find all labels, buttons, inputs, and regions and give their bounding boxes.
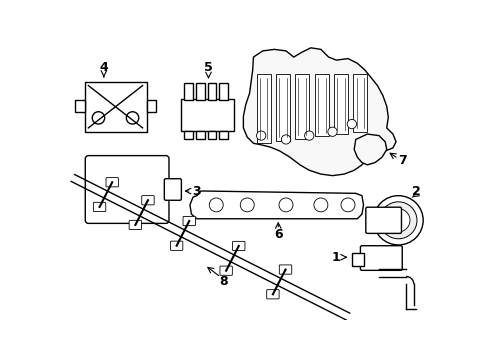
FancyBboxPatch shape [233, 241, 245, 251]
Circle shape [347, 120, 357, 129]
Circle shape [281, 135, 291, 144]
FancyBboxPatch shape [106, 177, 119, 187]
Bar [75, 100, 84, 112]
Circle shape [209, 198, 223, 212]
Bar [181, 99, 234, 131]
Text: 8: 8 [220, 275, 228, 288]
FancyBboxPatch shape [267, 290, 279, 299]
Circle shape [373, 195, 423, 245]
Text: 4: 4 [99, 61, 108, 74]
FancyBboxPatch shape [361, 246, 402, 270]
Bar [196, 83, 205, 100]
Bar [184, 131, 193, 139]
Polygon shape [190, 191, 364, 219]
Bar [352, 253, 364, 266]
Text: 7: 7 [398, 154, 407, 167]
Circle shape [387, 209, 410, 232]
Bar [220, 131, 228, 139]
FancyBboxPatch shape [142, 195, 154, 205]
FancyBboxPatch shape [366, 207, 401, 233]
Polygon shape [244, 48, 396, 176]
FancyBboxPatch shape [171, 241, 183, 250]
Circle shape [240, 198, 254, 212]
Bar [315, 74, 329, 136]
Text: 3: 3 [193, 185, 201, 198]
FancyBboxPatch shape [94, 202, 106, 212]
FancyBboxPatch shape [84, 82, 147, 132]
Bar [334, 74, 348, 134]
Circle shape [279, 198, 293, 212]
Circle shape [305, 131, 314, 140]
Bar [147, 100, 156, 112]
Bar [220, 83, 228, 100]
Polygon shape [354, 134, 387, 165]
FancyBboxPatch shape [129, 220, 142, 230]
Text: 6: 6 [274, 228, 283, 240]
Bar [208, 131, 216, 139]
Circle shape [92, 112, 105, 124]
Text: 1: 1 [332, 251, 341, 264]
Circle shape [257, 131, 266, 140]
Circle shape [126, 112, 139, 124]
Bar [208, 83, 216, 100]
Bar [276, 74, 290, 141]
Circle shape [328, 127, 337, 136]
Bar [196, 131, 205, 139]
Bar [257, 74, 270, 143]
Bar [295, 74, 309, 139]
FancyBboxPatch shape [220, 266, 232, 275]
FancyBboxPatch shape [85, 156, 169, 223]
Circle shape [341, 198, 355, 212]
FancyBboxPatch shape [183, 216, 196, 226]
Text: 5: 5 [204, 61, 213, 74]
Bar [184, 83, 193, 100]
Bar [353, 74, 368, 132]
Circle shape [314, 198, 328, 212]
FancyBboxPatch shape [279, 265, 292, 274]
Text: 2: 2 [412, 185, 420, 198]
Circle shape [380, 202, 417, 239]
FancyBboxPatch shape [164, 179, 181, 200]
